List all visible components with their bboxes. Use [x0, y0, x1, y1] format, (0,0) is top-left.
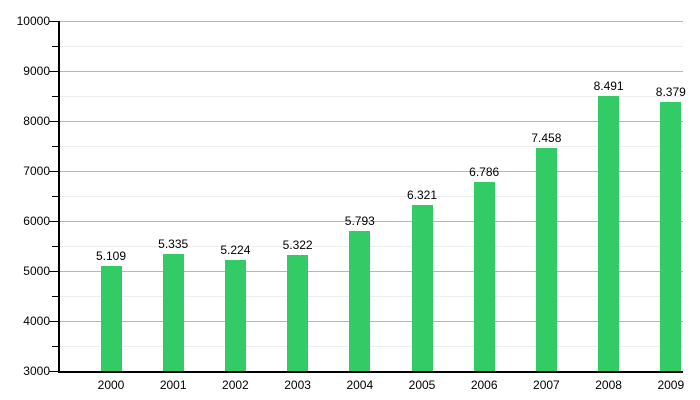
bar-2002 [224, 259, 246, 371]
y-axis-tick-major [49, 120, 58, 122]
bar-value-label: 5.322 [282, 237, 313, 252]
y-axis-tick-minor [52, 45, 58, 47]
y-axis-tick-label: 9000 [23, 64, 50, 78]
gridline-major [60, 270, 683, 272]
y-axis-tick-label: 7000 [23, 164, 50, 178]
y-axis-tick-major [49, 20, 58, 22]
y-axis-tick-label: 5000 [23, 264, 50, 278]
x-axis-label: 2003 [284, 378, 311, 392]
y-axis-tick-minor [52, 345, 58, 347]
bar-2004 [349, 231, 371, 371]
bar-value-label: 8.491 [593, 79, 624, 94]
bar-2000 [100, 265, 122, 371]
bar-value-label: 5.224 [220, 242, 251, 257]
gridline-minor [60, 145, 683, 147]
y-axis-tick-minor [52, 245, 58, 247]
bar-value-label: 6.786 [469, 164, 500, 179]
gridline-minor [60, 195, 683, 197]
y-axis-tick-minor [52, 195, 58, 197]
y-axis-tick-minor [52, 145, 58, 147]
y-axis-tick-minor [52, 95, 58, 97]
x-axis-label: 2000 [97, 378, 125, 392]
gridline-major [60, 320, 683, 322]
x-axis-label: 2002 [222, 378, 249, 392]
x-axis-label: 2009 [657, 378, 685, 392]
x-axis-label: 2005 [408, 378, 436, 392]
bar-2003 [287, 254, 309, 371]
gridline-minor [60, 345, 683, 347]
y-axis-tick-minor [52, 295, 58, 297]
gridline-major [60, 220, 683, 222]
bar-2001 [162, 254, 184, 371]
bar-value-label: 6.321 [406, 187, 438, 202]
gridline-minor [60, 295, 683, 297]
gridline-minor [60, 45, 683, 47]
gridline-minor [60, 95, 683, 97]
y-axis-tick-label: 6000 [23, 214, 50, 228]
bar-2008 [598, 96, 620, 371]
bar-2005 [411, 204, 433, 371]
bar-2006 [473, 181, 495, 371]
x-axis-line [58, 371, 683, 373]
y-axis-line [58, 21, 60, 373]
y-axis-tick-label: 4000 [23, 314, 50, 328]
y-axis-tick-major [49, 370, 58, 372]
x-axis-label: 2006 [470, 378, 498, 392]
bar-value-label: 5.109 [95, 248, 127, 263]
bar-value-label: 5.793 [344, 214, 375, 229]
bar-2009 [660, 102, 682, 371]
bar-value-label: 7.458 [531, 131, 562, 146]
bar-2007 [535, 148, 557, 371]
y-axis-tick-label: 10000 [16, 14, 50, 28]
y-axis-tick-major [49, 70, 58, 72]
y-axis-tick-label: 3000 [23, 364, 50, 378]
x-axis-label: 2007 [533, 378, 560, 392]
gridline-major [60, 20, 683, 22]
x-axis-label: 2008 [595, 378, 622, 392]
y-axis-tick-major [49, 220, 58, 222]
gridline-major [60, 70, 683, 72]
y-axis-tick-label: 8000 [23, 114, 50, 128]
x-axis-label: 2001 [159, 378, 187, 392]
bar-value-label: 8.379 [655, 85, 686, 100]
x-axis-label: 2004 [346, 378, 374, 392]
y-axis-tick-major [49, 270, 58, 272]
plot-area: 5.109 5.335 5.224 5.322 5.793 6.321 6.786 7.458… [60, 20, 686, 371]
y-axis-tick-major [49, 170, 58, 172]
y-axis-tick-major [49, 320, 58, 322]
gridline-major [60, 170, 683, 172]
bar-value-label: 5.335 [158, 237, 189, 252]
gridline-major [60, 120, 683, 122]
gridline-minor [60, 245, 683, 247]
